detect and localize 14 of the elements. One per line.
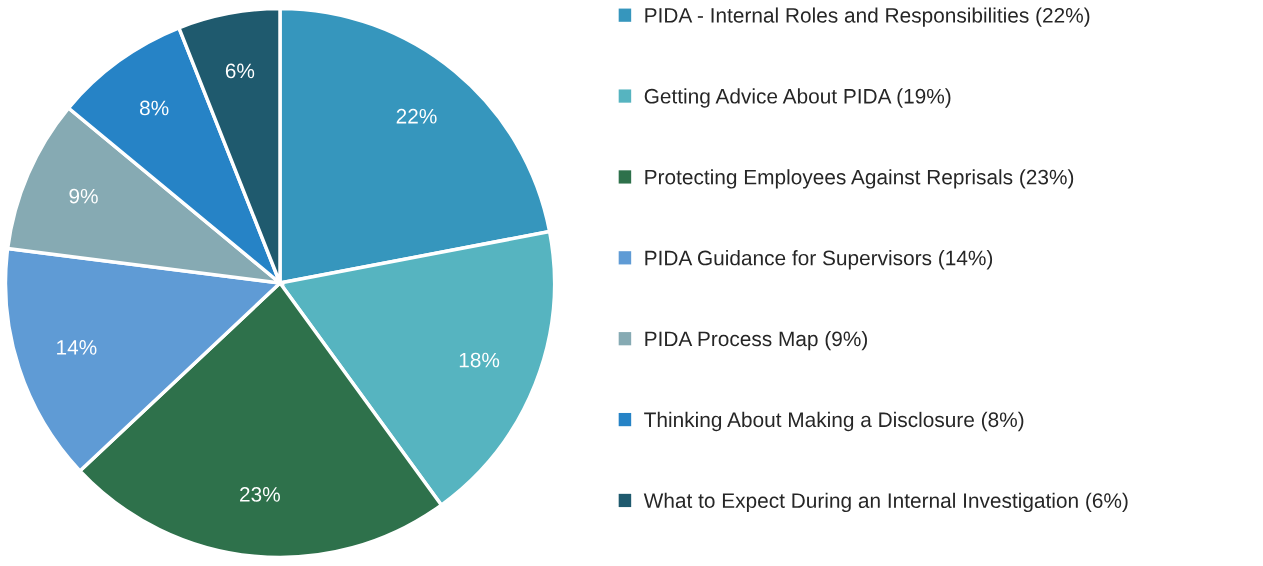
legend-label: PIDA Guidance for Supervisors (14%) [645,250,993,270]
legend-label: PIDA Process Map (9%) [645,330,867,351]
legend-label: Protecting Employees Against Reprisals (23%) [645,169,1074,189]
data-label: 23% [240,487,280,502]
data-label: 8% [139,100,169,116]
data-label: 14% [57,340,97,355]
data-label: 9% [69,188,98,204]
legend-label: PIDA - Internal Roles and Responsibilities (22%) [645,7,1090,27]
legend-label: Getting Advice About PIDA (19%) [644,88,951,108]
legend-label: What to Expect During an Internal Investigation (6%) [643,492,1128,513]
data-label: 18% [459,352,500,368]
legend-label: Thinking About Making a Disclosure (8%) [644,411,1024,432]
data-label: 6% [225,63,255,79]
data-label: 22% [396,108,437,124]
